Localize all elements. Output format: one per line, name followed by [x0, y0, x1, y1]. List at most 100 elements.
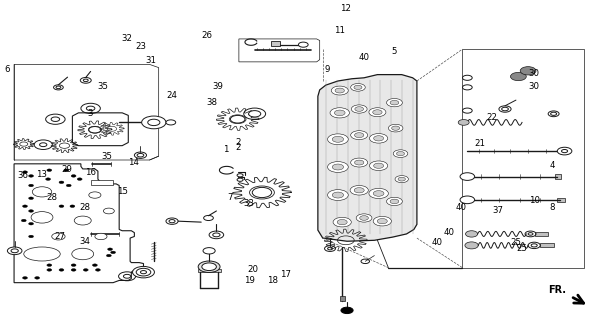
Circle shape — [350, 186, 368, 195]
Circle shape — [29, 184, 33, 187]
Text: 40: 40 — [359, 53, 370, 62]
Ellipse shape — [72, 248, 94, 260]
Circle shape — [252, 188, 272, 197]
Text: 35: 35 — [102, 152, 113, 161]
Text: 15: 15 — [117, 188, 128, 196]
Circle shape — [390, 199, 399, 204]
Ellipse shape — [74, 216, 91, 225]
Circle shape — [29, 210, 33, 212]
Text: 10: 10 — [529, 196, 540, 205]
Circle shape — [328, 247, 333, 250]
Circle shape — [111, 251, 116, 254]
Circle shape — [325, 246, 336, 252]
Text: 8: 8 — [550, 203, 555, 212]
Circle shape — [77, 178, 82, 180]
Circle shape — [462, 75, 472, 80]
Circle shape — [551, 112, 557, 116]
Circle shape — [458, 120, 469, 125]
Text: 40: 40 — [456, 203, 466, 212]
Circle shape — [499, 106, 511, 112]
Circle shape — [203, 215, 213, 220]
Text: 35: 35 — [97, 82, 108, 91]
Text: 25: 25 — [516, 244, 527, 253]
Circle shape — [369, 108, 386, 117]
Circle shape — [377, 219, 387, 224]
Ellipse shape — [95, 233, 107, 240]
Circle shape — [198, 261, 220, 272]
Text: 21: 21 — [474, 139, 485, 148]
Circle shape — [248, 111, 261, 117]
Polygon shape — [271, 42, 280, 46]
Text: 36: 36 — [17, 171, 28, 180]
Circle shape — [351, 105, 367, 113]
Circle shape — [166, 120, 175, 125]
Circle shape — [373, 136, 384, 141]
Text: 37: 37 — [492, 206, 503, 215]
Text: 28: 28 — [47, 193, 58, 202]
Circle shape — [548, 111, 559, 117]
Text: 3: 3 — [88, 109, 93, 118]
Circle shape — [351, 131, 368, 140]
Circle shape — [393, 150, 408, 157]
Circle shape — [71, 269, 76, 271]
Circle shape — [387, 197, 403, 205]
Circle shape — [56, 86, 61, 89]
Text: 39: 39 — [213, 82, 224, 91]
Circle shape — [135, 152, 147, 158]
Circle shape — [373, 216, 392, 226]
Polygon shape — [14, 164, 144, 283]
Text: 23: 23 — [135, 42, 146, 52]
Circle shape — [328, 190, 348, 200]
Circle shape — [133, 267, 155, 278]
Circle shape — [502, 107, 509, 111]
Circle shape — [59, 205, 64, 207]
Circle shape — [328, 162, 348, 172]
Text: 9: 9 — [325, 65, 330, 74]
Circle shape — [237, 178, 243, 181]
Circle shape — [29, 235, 33, 238]
Circle shape — [328, 134, 348, 145]
Circle shape — [54, 85, 63, 90]
Circle shape — [373, 110, 382, 115]
Circle shape — [80, 77, 91, 83]
Circle shape — [370, 161, 388, 171]
Text: 18: 18 — [267, 276, 278, 285]
Text: 17: 17 — [280, 269, 290, 279]
Polygon shape — [535, 232, 547, 236]
Circle shape — [96, 269, 100, 271]
Circle shape — [107, 254, 111, 257]
Ellipse shape — [89, 192, 101, 198]
Circle shape — [71, 175, 76, 177]
Ellipse shape — [104, 208, 114, 214]
Text: 13: 13 — [37, 170, 48, 179]
Polygon shape — [540, 244, 554, 247]
Circle shape — [298, 42, 308, 47]
Circle shape — [142, 116, 166, 129]
Circle shape — [11, 249, 18, 253]
Circle shape — [29, 222, 33, 225]
Circle shape — [148, 119, 160, 125]
Text: 14: 14 — [128, 158, 139, 167]
Circle shape — [29, 197, 33, 199]
Circle shape — [166, 218, 178, 224]
Circle shape — [209, 231, 224, 239]
Circle shape — [395, 176, 409, 183]
Circle shape — [136, 268, 151, 276]
Circle shape — [354, 160, 364, 165]
Circle shape — [137, 154, 144, 157]
Circle shape — [213, 233, 220, 237]
Circle shape — [341, 307, 353, 314]
Circle shape — [369, 188, 389, 198]
Circle shape — [334, 110, 345, 116]
Circle shape — [351, 84, 365, 91]
Circle shape — [71, 264, 76, 267]
Circle shape — [398, 177, 406, 181]
Circle shape — [465, 231, 477, 237]
Polygon shape — [555, 174, 561, 179]
Circle shape — [203, 248, 215, 254]
Text: 33: 33 — [243, 199, 254, 208]
Text: 4: 4 — [550, 161, 555, 170]
Text: 34: 34 — [79, 237, 90, 246]
Circle shape — [333, 164, 343, 170]
Circle shape — [21, 219, 26, 222]
